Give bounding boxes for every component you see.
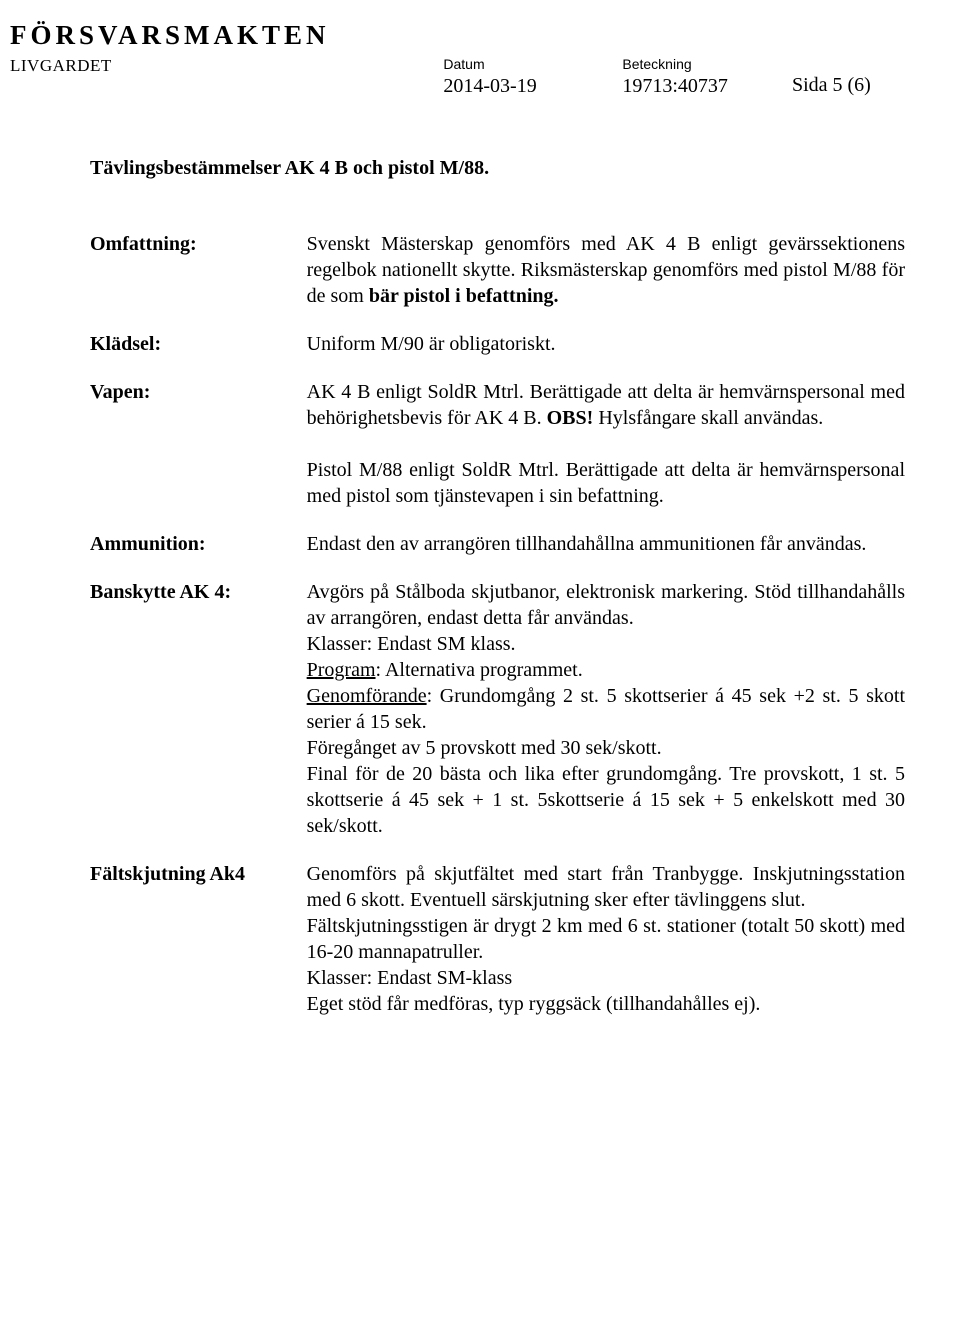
banskytte-p2: Föregånget av 5 provskott med 30 sek/sko… (307, 735, 905, 761)
row-kladsel: Klädsel: Uniform M/90 är obligatoriskt. (90, 331, 905, 379)
value-faltskjutning: Genomförs på skjutfältet med start från … (307, 861, 905, 1039)
banskytte-program: Program: Alternativa programmet. (307, 657, 905, 683)
date-value: 2014-03-19 (443, 73, 622, 99)
banskytte-genom-u: Genomförande (307, 685, 427, 707)
banskytte-p1: Avgörs på Stålboda skjutbanor, elektroni… (307, 579, 905, 631)
value-ammunition: Endast den av arrangören tillhandahållna… (307, 531, 905, 579)
faltskjutning-p4: Eget stöd får medföras, typ ryggsäck (ti… (307, 991, 905, 1017)
banskytte-p3: Final för de 20 bästa och lika efter gru… (307, 761, 905, 839)
row-banskytte: Banskytte AK 4: Avgörs på Stålboda skjut… (90, 579, 905, 861)
value-vapen: AK 4 B enligt SoldR Mtrl. Berättigade at… (307, 379, 905, 531)
banskytte-genom: Genomförande: Grundomgång 2 st. 5 skotts… (307, 683, 905, 735)
banskytte-program-u: Program (307, 659, 376, 681)
label-banskytte: Banskytte AK 4: (90, 579, 307, 861)
row-omfattning: Omfattning: Svenskt Mästerskap genomförs… (90, 231, 905, 331)
value-banskytte: Avgörs på Stålboda skjutbanor, elektroni… (307, 579, 905, 861)
header-date-col: Datum 2014-03-19 (443, 55, 622, 99)
label-kladsel: Klädsel: (90, 331, 307, 379)
value-kladsel: Uniform M/90 är obligatoriskt. (307, 331, 905, 379)
vapen-p1: AK 4 B enligt SoldR Mtrl. Berättigade at… (307, 379, 905, 431)
banskytte-klasser: Klasser: Endast SM klass. (307, 631, 905, 657)
header-ref-col: Beteckning 19713:40737 (622, 55, 792, 99)
row-faltskjutning: Fältskjutning Ak4 Genomförs på skjutfält… (90, 861, 905, 1039)
banskytte-program-t: : Alternativa programmet. (376, 659, 583, 681)
org-logo-text: FÖRSVARSMAKTEN (10, 18, 905, 53)
ref-label: Beteckning (622, 55, 792, 73)
faltskjutning-p1: Genomförs på skjutfältet med start från … (307, 861, 905, 913)
org-sub-unit: LIVGARDET (10, 55, 443, 99)
row-ammunition: Ammunition: Endast den av arrangören til… (90, 531, 905, 579)
faltskjutning-p3: Klasser: Endast SM-klass (307, 965, 905, 991)
definitions-table: Omfattning: Svenskt Mästerskap genomförs… (90, 231, 905, 1039)
date-label: Datum (443, 55, 622, 73)
page-number: Sida 5 (6) (792, 72, 905, 98)
vapen-p1c: Hylsfångare skall användas. (593, 407, 823, 429)
vapen-p2: Pistol M/88 enligt SoldR Mtrl. Berättiga… (307, 457, 905, 509)
omfattning-bold: bär pistol i befattning. (369, 285, 559, 307)
vapen-p1b: OBS! (547, 407, 594, 429)
value-omfattning: Svenskt Mästerskap genomförs med AK 4 B … (307, 231, 905, 331)
label-ammunition: Ammunition: (90, 531, 307, 579)
label-vapen: Vapen: (90, 379, 307, 531)
ref-value: 19713:40737 (622, 73, 792, 99)
header-row: LIVGARDET Datum 2014-03-19 Beteckning 19… (90, 55, 905, 99)
section-title: Tävlingsbestämmelser AK 4 B och pistol M… (90, 155, 905, 181)
faltskjutning-p2: Fältskjutningsstigen är drygt 2 km med 6… (307, 913, 905, 965)
header-page-col: Sida 5 (6) (792, 55, 905, 99)
row-vapen: Vapen: AK 4 B enligt SoldR Mtrl. Berätti… (90, 379, 905, 531)
label-faltskjutning: Fältskjutning Ak4 (90, 861, 307, 1039)
label-omfattning: Omfattning: (90, 231, 307, 331)
